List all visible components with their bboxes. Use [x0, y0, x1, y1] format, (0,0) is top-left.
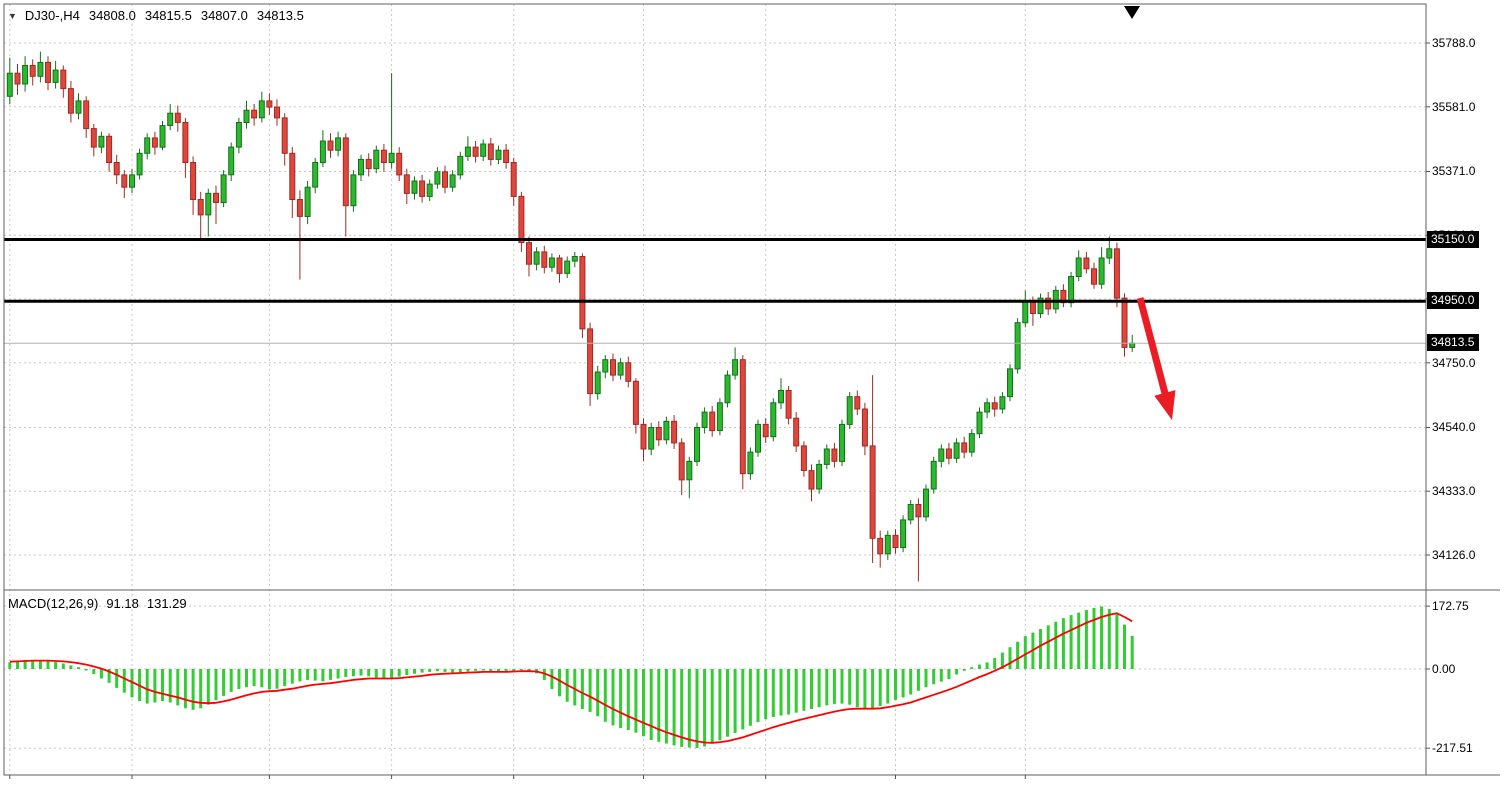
price-axis[interactable]	[1426, 0, 1504, 775]
macd-axis-label: 172.75	[1432, 599, 1469, 614]
macd-axis-label: -217.51	[1432, 741, 1473, 756]
price-axis-label: 34333.0	[1432, 484, 1476, 499]
price-axis-label: 35581.0	[1432, 99, 1476, 114]
price-gridlines	[4, 42, 1426, 749]
macd-signal-line	[9, 612, 1133, 744]
bid-price-label: 34813.5	[1427, 334, 1480, 352]
ohlc-high: 34815.5	[144, 8, 192, 23]
time-gridlines	[9, 4, 1026, 779]
candles-group	[6, 51, 1136, 582]
resistance-price-label[interactable]: 35150.0	[1427, 230, 1480, 248]
macd-header: MACD(12,26,9) 91.18 131.29	[8, 596, 187, 611]
symbol-timeframe: DJ30-,H4	[24, 8, 80, 23]
ohlc-open: 34808.0	[88, 8, 136, 23]
price-axis-label: 34540.0	[1432, 420, 1476, 435]
price-axis-label: 34126.0	[1432, 548, 1476, 562]
macd-axis-label: 0.00	[1432, 662, 1456, 676]
support-price-label[interactable]: 34950.0	[1427, 292, 1480, 310]
price-axis-label: 35788.0	[1432, 36, 1476, 50]
price-axis-label: 34750.0	[1432, 355, 1476, 370]
chart-shift-marker-icon[interactable]	[1124, 6, 1140, 19]
macd-histogram-group	[8, 606, 1134, 748]
macd-indicator-name: MACD(12,26,9)	[8, 596, 99, 611]
ohlc-low: 34807.0	[200, 8, 248, 23]
chart-frame	[3, 3, 1500, 776]
ohlc-close: 34813.5	[256, 8, 304, 23]
expand-triangle-icon[interactable]: ▼	[8, 10, 17, 21]
macd-main-value: 91.18	[106, 596, 139, 611]
trend-arrow[interactable]	[1136, 297, 1176, 420]
ohlc-header: ▼ DJ30-,H4 34808.0 34815.5 34807.0 34813…	[8, 8, 304, 23]
price-axis-label: 35371.0	[1432, 164, 1476, 179]
time-axis[interactable]: 31 Jul 20233 Aug 04:007 Aug 20:0010 Aug …	[0, 775, 1504, 801]
macd-signal-value: 131.29	[146, 596, 187, 611]
